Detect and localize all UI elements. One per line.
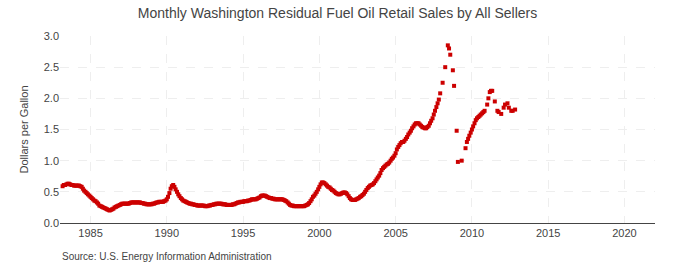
- svg-text:1985: 1985: [78, 227, 102, 239]
- svg-text:1.0: 1.0: [44, 155, 59, 167]
- svg-text:Dollars per Gallon: Dollars per Gallon: [18, 85, 30, 173]
- svg-text:Source: U.S. Energy Informatio: Source: U.S. Energy Information Administ…: [62, 251, 272, 262]
- svg-text:2005: 2005: [383, 227, 407, 239]
- svg-text:2010: 2010: [460, 227, 484, 239]
- svg-text:2.0: 2.0: [44, 92, 59, 104]
- svg-text:Monthly Washington Residual Fu: Monthly Washington Residual Fuel Oil Ret…: [138, 5, 537, 21]
- svg-text:2000: 2000: [307, 227, 331, 239]
- svg-text:1.5: 1.5: [44, 123, 59, 135]
- svg-text:2015: 2015: [536, 227, 560, 239]
- svg-text:3.0: 3.0: [44, 30, 59, 42]
- svg-text:0.5: 0.5: [44, 186, 59, 198]
- svg-text:0.0: 0.0: [44, 217, 59, 229]
- svg-text:2020: 2020: [612, 227, 636, 239]
- svg-text:2.5: 2.5: [44, 61, 59, 73]
- svg-text:1990: 1990: [155, 227, 179, 239]
- svg-text:1995: 1995: [231, 227, 255, 239]
